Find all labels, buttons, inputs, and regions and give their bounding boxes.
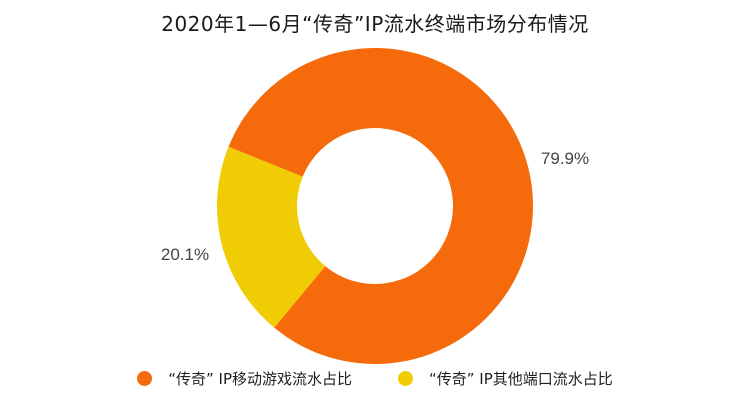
chart-title: 2020年1—6月“传奇”IP流水终端市场分布情况 bbox=[161, 12, 589, 36]
legend-label-other: “传奇” IP其他端口流水占比 bbox=[429, 370, 613, 388]
slice-label-mobile: 79.9% bbox=[541, 149, 589, 168]
legend-dot-other bbox=[398, 371, 413, 386]
slice-label-other: 20.1% bbox=[161, 245, 209, 264]
slice-other bbox=[217, 146, 326, 328]
slice-mobile bbox=[228, 47, 533, 364]
legend-dot-mobile bbox=[137, 371, 153, 386]
legend-item-other: “传奇” IP其他端口流水占比 bbox=[398, 368, 613, 389]
legend: “传奇” IP移动游戏流水占比 “传奇” IP其他端口流水占比 bbox=[0, 368, 750, 389]
legend-label-mobile: “传奇” IP移动游戏流水占比 bbox=[168, 370, 352, 388]
legend-item-mobile: “传奇” IP移动游戏流水占比 bbox=[137, 368, 352, 389]
